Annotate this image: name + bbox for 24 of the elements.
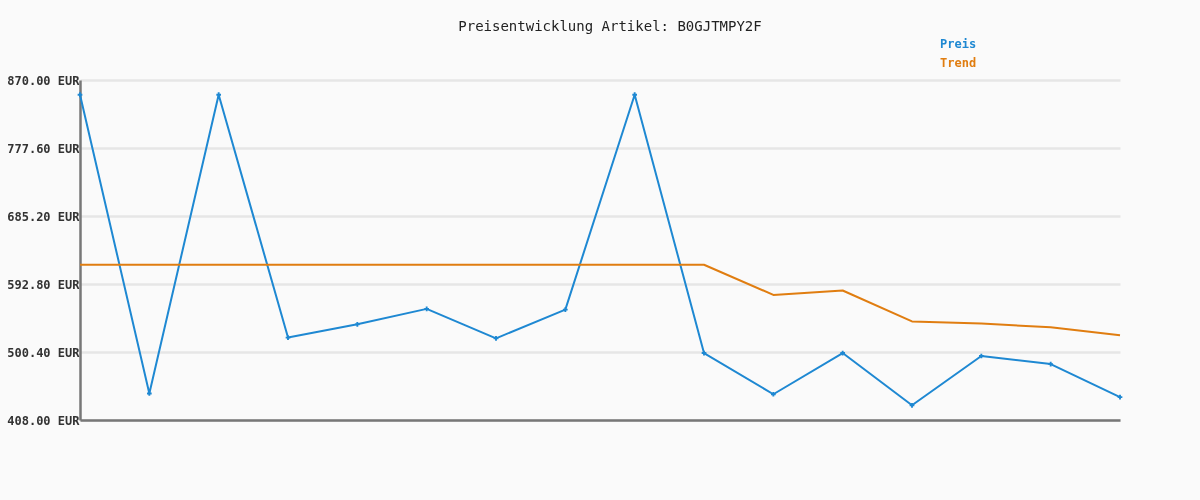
- y-tick-label: 685.20 EUR: [7, 209, 81, 224]
- y-tick-label: 500.40 EUR: [7, 345, 81, 360]
- y-tick-label: 592.80 EUR: [7, 277, 81, 292]
- point: [77, 92, 83, 98]
- point: [354, 321, 360, 327]
- text: Preis: [940, 37, 977, 51]
- point: [216, 92, 222, 98]
- point: [285, 335, 291, 340]
- chart-title: Preisentwicklung Artikel: B0GJTMPY2F: [458, 18, 762, 34]
- point: [1117, 394, 1123, 400]
- point: [1048, 361, 1054, 367]
- point: [424, 306, 430, 312]
- line-series: [79, 263, 1121, 337]
- point: [562, 307, 568, 312]
- point: [909, 402, 915, 408]
- y-tick-label: 870.00 EUR: [7, 73, 81, 88]
- y-tick-label: 408.00 EUR: [7, 413, 81, 428]
- point: [978, 353, 984, 359]
- point: [493, 335, 499, 341]
- point: [840, 350, 846, 356]
- point: [146, 391, 152, 396]
- text: Trend: [940, 56, 977, 70]
- point: [770, 391, 776, 397]
- y-tick-label: 777.60 EUR: [7, 141, 81, 156]
